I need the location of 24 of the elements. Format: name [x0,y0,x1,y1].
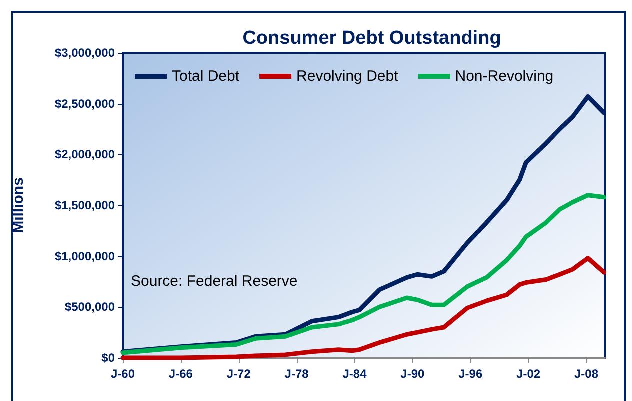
y-tick-label: $1,000,000 [54,249,116,264]
y-tick-label: $0 [102,351,116,365]
x-tick-label: J-60 [110,367,136,381]
y-tick-label: $1,500,000 [54,198,116,212]
x-tick-label: J-90 [400,367,426,381]
x-tick-label: J-02 [516,367,541,381]
annotation: Source: Federal Reserve [131,273,298,290]
x-tick-label: J-66 [168,367,194,381]
line-series [120,256,606,360]
chart-title: Consumer Debt Outstanding [242,28,502,49]
y-tick-label: $3,000,000 [54,46,116,60]
line-series [120,193,606,356]
y-axis-title: Millions [10,178,27,234]
legend-label: Revolving Debt [296,68,400,85]
y-tick-label: $500,000 [64,300,116,314]
x-tick-label: J-78 [284,367,310,381]
x-tick-label: J-08 [574,367,599,381]
legend-label: Non-Revolving [455,68,554,85]
x-tick-label: J-96 [458,367,483,381]
legend-label: Total Debt [172,68,240,85]
x-tick-label: J-84 [342,367,368,381]
y-tick-label: $2,500,000 [54,96,116,111]
y-tick-label: $2,000,000 [54,148,116,162]
x-tick-label: J-72 [226,367,252,381]
